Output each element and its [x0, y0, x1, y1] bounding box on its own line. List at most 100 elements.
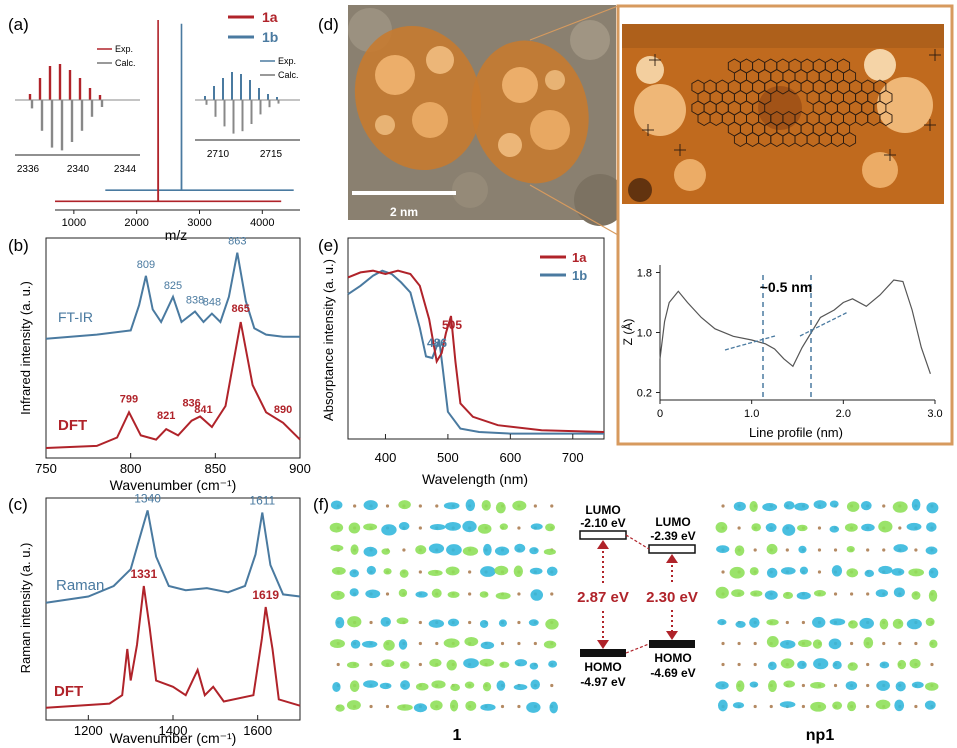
orbital-lobe: [798, 545, 807, 554]
orbital-lobe: [329, 522, 344, 533]
panel-d-label: (d): [318, 15, 339, 34]
x-tick-label-a: 3000: [187, 217, 211, 229]
x-tick-label-e: 600: [499, 450, 521, 465]
orbital-lobe: [381, 548, 391, 555]
orbital-lobe: [399, 569, 409, 578]
y-axis-label-profile: Z (Å): [620, 319, 635, 346]
orbital-lobe: [380, 617, 391, 627]
stm-zoom-texture: [622, 24, 944, 202]
orbital-lobe: [447, 591, 460, 598]
atom: [866, 662, 870, 667]
x-tick-label-e: 500: [437, 450, 459, 465]
atom: [336, 662, 340, 667]
peak-label-ir-dft: 836: [182, 398, 200, 410]
gap-label-1-bg: [571, 584, 637, 608]
orbital-lobe: [847, 701, 857, 712]
x-axis-label-c: Wavenumber (cm⁻¹): [110, 730, 237, 746]
gap-arrow-1-up: [597, 540, 609, 549]
peak-label-ir-exp: 863: [228, 236, 246, 248]
profile-slope-1: [724, 335, 776, 351]
orbital-lobe: [545, 523, 555, 532]
orbital-lobe: [782, 591, 794, 600]
atom: [753, 662, 757, 667]
orbital-lobe: [860, 501, 872, 511]
atom: [721, 662, 725, 667]
inset-right: Exp. Calc. 2710 2715: [195, 56, 300, 160]
atom: [418, 641, 422, 646]
orbital-lobe: [894, 699, 905, 712]
atom: [898, 526, 902, 530]
orbital-lobe: [735, 620, 746, 628]
series-line-ftir: [45, 252, 300, 340]
orbital-lobe: [398, 500, 411, 510]
panel-c-label: (c): [8, 495, 28, 514]
panel-e-label: (e): [318, 236, 339, 255]
orbital-lobe: [483, 543, 492, 556]
y-axis-label-c: Raman intensity (a. u.): [18, 543, 33, 674]
atom: [550, 504, 554, 508]
y-tick-label-profile: 1.8: [637, 268, 652, 280]
orbital-lobe: [829, 525, 840, 533]
orbital-lobe: [783, 501, 795, 510]
zoom-connector-bottom: [529, 184, 619, 236]
atom: [898, 641, 902, 646]
plot-frame-b: [45, 237, 301, 459]
atom: [517, 641, 521, 646]
atom: [369, 704, 373, 709]
profile-slope-2: [799, 311, 849, 337]
orbital-lobe: [810, 701, 827, 712]
orbital-lobe: [892, 501, 908, 513]
atom: [500, 641, 505, 646]
orbital-lobe: [398, 522, 410, 531]
series-line-e-1b: [347, 269, 604, 435]
orbital-lobe: [464, 636, 479, 647]
orbital-lobe: [349, 588, 359, 597]
atom: [930, 662, 934, 667]
atom: [402, 548, 406, 552]
atom: [737, 662, 741, 667]
orbital-lobe: [906, 522, 922, 531]
orbital-lobe: [546, 566, 558, 577]
inset-left-tick-2: 2340: [67, 164, 90, 175]
atom: [468, 592, 472, 596]
orbital-lobe: [429, 524, 446, 531]
peak-label-ir-exp: 848: [203, 297, 221, 309]
x-tick-label-c: 1200: [74, 723, 103, 738]
atom: [801, 620, 805, 625]
peak-label-505: 505: [442, 318, 462, 332]
atom: [866, 592, 870, 596]
orbital-lobe: [879, 618, 889, 630]
atom: [866, 683, 870, 688]
atom: [753, 548, 757, 552]
orbital-lobe: [832, 701, 843, 710]
orbital-lobe: [715, 522, 728, 533]
orbital-lobe: [528, 619, 539, 626]
homo-label-np1: HOMO: [654, 651, 691, 665]
orbital-lobe: [496, 680, 506, 691]
atom: [833, 683, 838, 688]
panel-profile: 0 1.0 2.0 3.0 0.2 1.0 1.8 ~0.5 nm Z (Å) Line p…: [620, 265, 943, 440]
series-line-profile: [659, 279, 931, 374]
orbital-lobe: [347, 616, 362, 628]
orbital-lobe: [498, 619, 507, 627]
panel-e: (e) 1a 1b 505 486 400 500 600 700 Absorptan…: [318, 236, 605, 487]
atom: [517, 620, 521, 625]
homo-energy-1: -4.97 eV: [580, 675, 625, 689]
orbital-lobe: [415, 591, 428, 598]
orbital-lobe: [381, 524, 397, 536]
orbital-lobe: [812, 616, 826, 628]
orbital-lobe: [893, 544, 908, 553]
panel-a-label: (a): [8, 15, 29, 34]
peak-labels-c: 1340 1611 1331 1619: [130, 491, 279, 602]
x-tick-label-profile: 3.0: [927, 408, 942, 420]
inset-left-isotope-bars: [28, 64, 104, 151]
inset-left-tick-3: 2344: [114, 164, 137, 175]
homo-energy-np1: -4.69 eV: [650, 666, 695, 680]
gap-label-1: 2.87 eV: [577, 589, 629, 606]
orbital-lobe: [329, 639, 345, 649]
orbital-lobe: [415, 545, 427, 555]
orbital-lobe: [878, 565, 893, 575]
orbital-lobe: [783, 680, 795, 688]
orbital-lobe: [413, 703, 428, 713]
